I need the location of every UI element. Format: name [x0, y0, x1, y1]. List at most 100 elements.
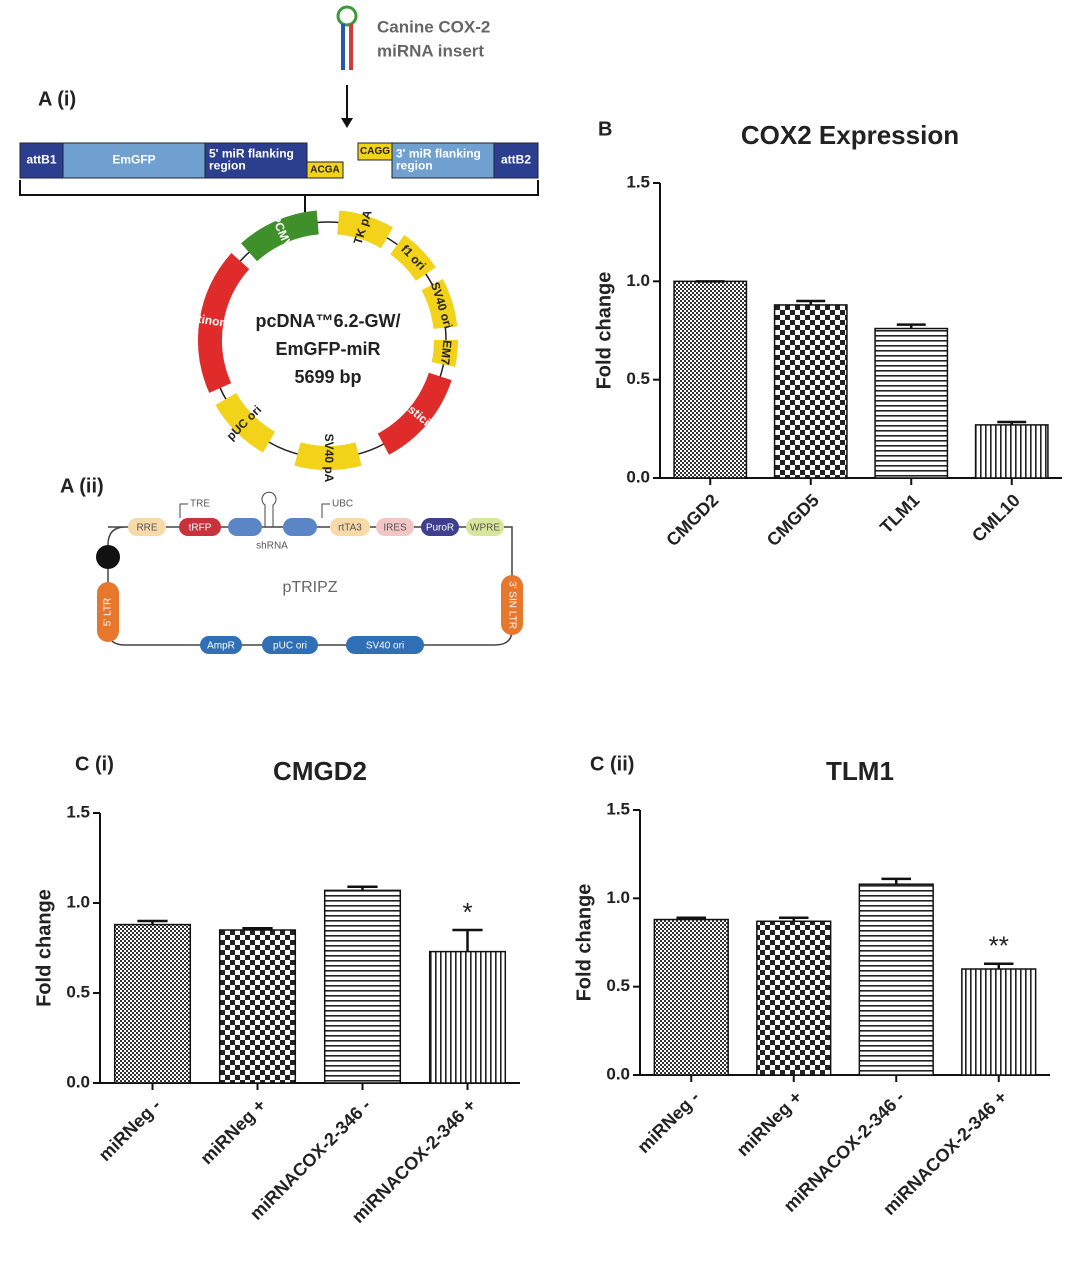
panel-label: A (i)	[38, 88, 76, 110]
promoter-arrow	[179, 503, 188, 518]
cassette-segment	[62, 142, 206, 179]
plasmid-name: pcDNA™6.2-GW/	[255, 311, 400, 331]
error-bar	[676, 916, 707, 920]
vector-feature	[376, 518, 414, 536]
cassette-label: EmGFP	[112, 153, 155, 167]
vector-feature	[179, 518, 221, 536]
significance-label: *	[462, 897, 472, 927]
plasmid-feature	[336, 210, 393, 249]
insert-label: miRNA insert	[377, 41, 484, 60]
y-tick-label: 0.0	[606, 1064, 630, 1083]
bar	[323, 889, 402, 1084]
bar	[113, 923, 192, 1084]
bar	[673, 280, 748, 479]
y-tick-label: 0.5	[66, 982, 90, 1001]
plasmid-feature	[198, 253, 250, 393]
vector-feature-label: WPRE	[470, 523, 500, 534]
shrna-label: shRNA	[256, 541, 288, 552]
y-axis-label: Fold change	[593, 272, 615, 390]
vector-backbone	[107, 526, 513, 646]
vector-feature-label: PuroR	[426, 523, 454, 534]
x-tick-label: TLM1	[876, 490, 923, 537]
cassette-segment	[391, 142, 495, 179]
bar	[858, 883, 934, 1076]
y-tick-label: 0.5	[626, 369, 650, 388]
vector-feature	[262, 636, 318, 654]
hairpin-icon	[336, 5, 358, 128]
chart-title: CMGD2	[273, 756, 367, 786]
y-axis-label: Fold change	[573, 884, 595, 1002]
error-bar	[881, 877, 912, 885]
shrna-loop	[261, 491, 277, 527]
error-bar	[796, 299, 826, 305]
plasmid-feature-label: SV40 pA	[322, 434, 336, 483]
plasmid-feature	[390, 234, 436, 282]
plasmid-name: 5699 bp	[294, 367, 361, 387]
error-bar	[983, 962, 1014, 969]
psi-element	[96, 545, 120, 569]
plasmid-feature-label: EM7	[438, 339, 455, 365]
plasmid-feature	[431, 339, 458, 368]
error-bar	[242, 926, 273, 930]
y-tick-label: 1.0	[66, 892, 90, 911]
y-axis-label: Fold change	[33, 889, 55, 1007]
y-tick-label: 1.0	[606, 888, 630, 907]
error-bar	[347, 885, 378, 891]
panel-label: B	[598, 118, 612, 140]
vector-feature	[466, 518, 504, 536]
bar	[773, 304, 848, 479]
cassette-label: attB1	[26, 153, 56, 167]
vector-feature	[330, 518, 370, 536]
cassette-segment	[306, 161, 344, 179]
chart-title: TLM1	[826, 756, 894, 786]
x-tick-label: CML10	[968, 490, 1024, 546]
cassette-label: attB2	[501, 153, 531, 167]
shrna-box	[283, 518, 317, 536]
vector-feature-label: pUC ori	[273, 641, 307, 652]
error-bar	[452, 928, 483, 952]
promoter-label: UBC	[332, 499, 353, 510]
cassette-label: region	[209, 159, 246, 173]
vector-feature-label: rtTA3	[338, 523, 362, 534]
plasmid-feature	[421, 278, 458, 330]
shrna-box	[228, 518, 262, 536]
ltr	[97, 582, 119, 642]
error-bar	[778, 916, 809, 922]
vector-feature-label: RRE	[136, 523, 157, 534]
error-bar	[137, 919, 168, 925]
y-tick-label: 0.0	[66, 1072, 90, 1091]
x-tick-label: miRNeg +	[196, 1095, 269, 1168]
bar	[874, 327, 949, 479]
x-tick-label: miRNeg -	[633, 1087, 703, 1157]
bar	[961, 968, 1037, 1076]
bar	[974, 424, 1049, 479]
plasmid-feature	[215, 392, 276, 453]
cassette-label: 3' miR flanking	[396, 147, 481, 161]
promoter-label: TRE	[190, 499, 210, 510]
x-tick-label: CMGD5	[763, 490, 823, 550]
plasmid-feature	[294, 442, 362, 470]
chart-title: COX2 Expression	[741, 120, 959, 150]
significance-label: **	[989, 931, 1009, 961]
x-tick-label: miRNeg +	[733, 1087, 806, 1160]
vector-feature-label: SV40 ori	[366, 641, 404, 652]
vector-feature	[346, 636, 424, 654]
cassette-segment	[19, 142, 64, 179]
bar	[428, 950, 507, 1084]
bar	[756, 920, 832, 1076]
plasmid-feature	[241, 210, 320, 262]
y-tick-label: 0.0	[626, 467, 650, 486]
y-tick-label: 1.0	[626, 271, 650, 290]
ltr	[501, 575, 523, 635]
promoter-arrow	[321, 503, 330, 518]
cassette-segment	[204, 142, 308, 179]
vector-feature	[200, 636, 242, 654]
plasmid-name: EmGFP-miR	[275, 339, 380, 359]
error-bar	[896, 323, 926, 329]
panel-label: C (i)	[75, 753, 114, 775]
cassette-label: CAGG	[360, 146, 390, 157]
vector-feature-label: AmpR	[207, 641, 235, 652]
plasmid-feature	[377, 372, 452, 455]
y-tick-label: 1.5	[626, 172, 650, 191]
vector-feature	[421, 518, 459, 536]
